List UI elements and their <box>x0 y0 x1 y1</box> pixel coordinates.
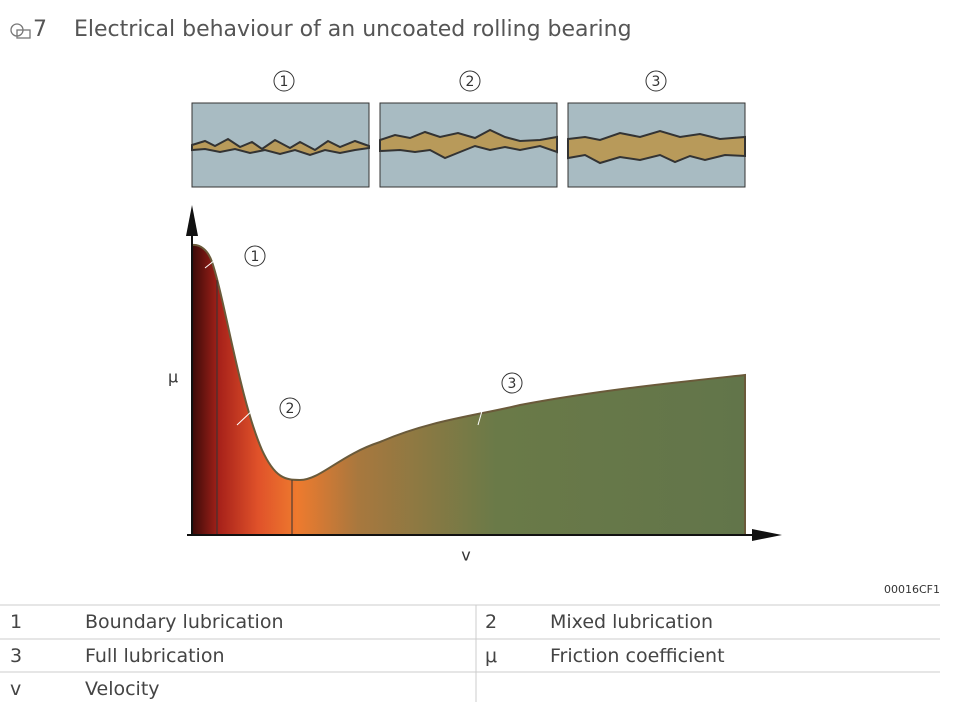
legend-key: 2 <box>485 611 498 633</box>
legend-key: μ <box>485 645 498 667</box>
axes <box>187 215 765 536</box>
table-lines <box>0 604 940 702</box>
legend-text: Mixed lubrication <box>550 611 714 633</box>
panel-label: 3 <box>652 74 661 90</box>
y-arrow <box>186 205 198 236</box>
x-axis-label: v <box>461 546 470 565</box>
figure-title: Electrical behaviour of an uncoated roll… <box>74 17 632 42</box>
panel-label: 1 <box>280 74 289 90</box>
panels <box>191 102 746 188</box>
legend-text: Friction coefficient <box>550 645 725 667</box>
callout: 1 <box>251 249 260 265</box>
callout: 3 <box>508 376 517 392</box>
legend-key: 1 <box>10 611 23 633</box>
figure-code: 00016CF1 <box>884 583 940 596</box>
panel-label: 2 <box>466 74 475 90</box>
x-arrow <box>752 529 782 541</box>
legend-text: Full lubrication <box>85 645 225 667</box>
friction-area <box>191 243 746 536</box>
panel-label-circles <box>273 70 667 92</box>
callout-leaders <box>204 255 502 426</box>
figure-icon <box>10 23 31 39</box>
legend-key: v <box>10 678 22 700</box>
legend-text: Velocity <box>85 678 160 700</box>
y-axis-label: μ <box>168 368 178 387</box>
legend-text: Boundary lubrication <box>85 611 284 633</box>
legend-key: 3 <box>10 645 23 667</box>
figure-number: 7 <box>33 17 47 42</box>
callout-circles <box>244 245 523 419</box>
callout: 2 <box>286 401 295 417</box>
